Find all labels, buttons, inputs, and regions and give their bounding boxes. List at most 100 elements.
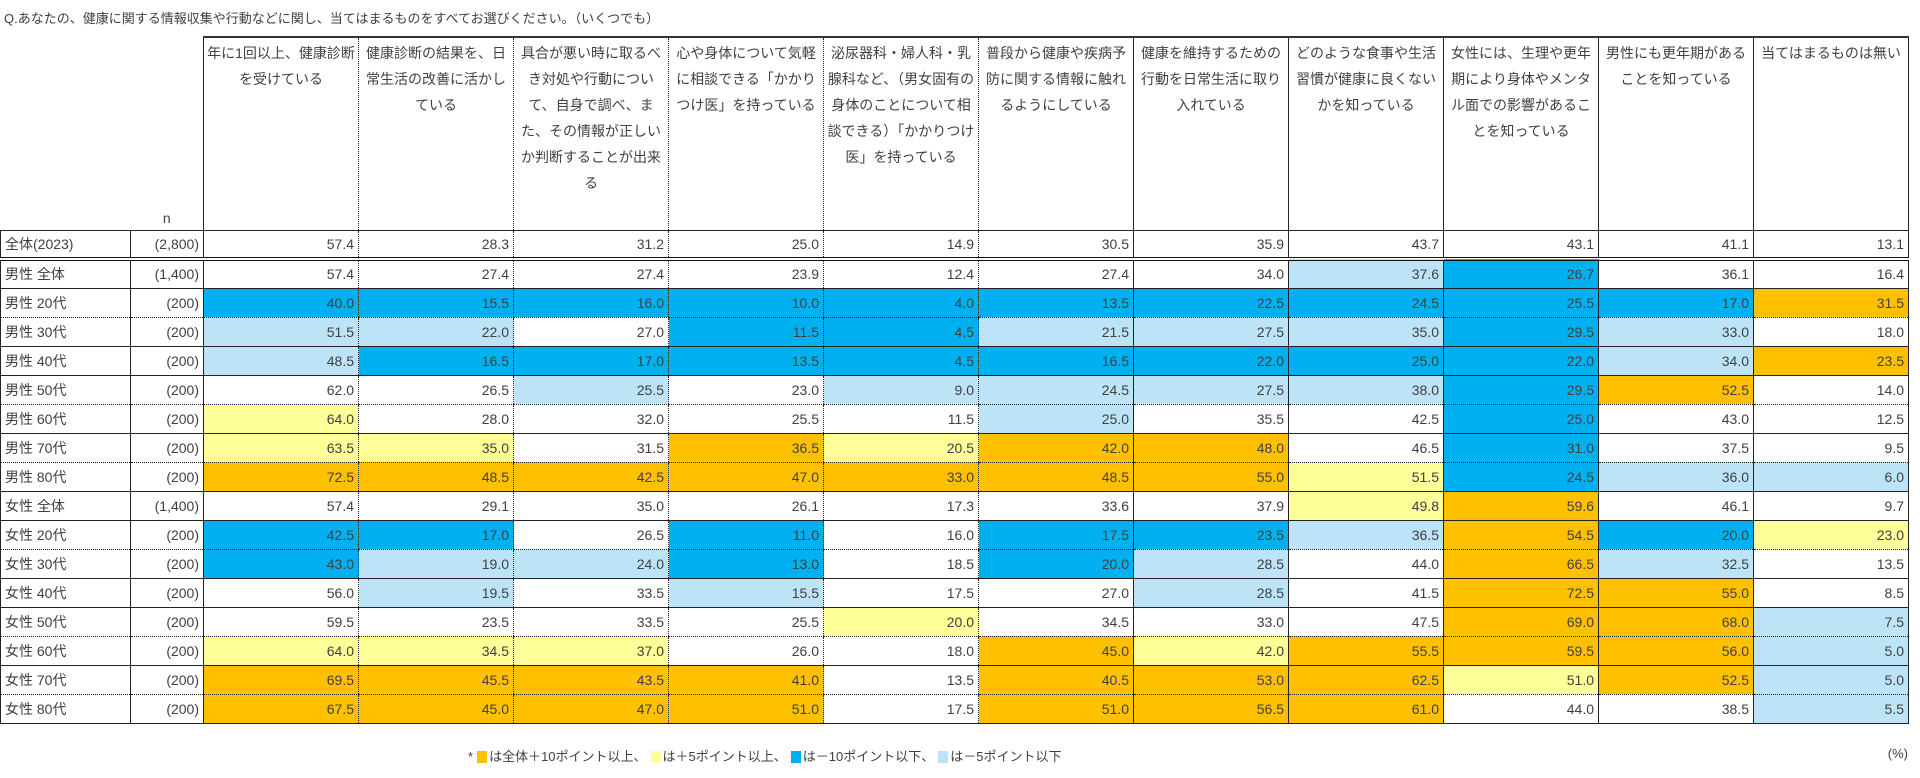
value-cell: 41.5 — [1288, 578, 1444, 608]
value-cell: 33.5 — [513, 578, 669, 608]
sample-size: (200) — [130, 433, 204, 463]
sample-size: (200) — [130, 375, 204, 405]
column-header: 心や身体について気軽に相談できる「かかりつけ医」を持っている — [668, 36, 824, 230]
value-cell: 14.0 — [1753, 375, 1909, 405]
value-cell: 57.4 — [203, 229, 359, 261]
column-header: 泌尿器科・婦人科・乳腺科など、（男女固有の身体のことについて相談できる）「かかり… — [823, 36, 979, 230]
value-cell: 27.4 — [978, 259, 1134, 289]
value-cell: 62.5 — [1288, 665, 1444, 695]
value-cell: 33.0 — [1133, 607, 1289, 637]
value-cell: 25.5 — [668, 404, 824, 434]
legend-prefix: * — [468, 749, 474, 764]
sample-size: (200) — [130, 462, 204, 492]
value-cell: 31.5 — [513, 433, 669, 463]
value-cell: 13.5 — [1753, 549, 1909, 579]
value-cell: 40.5 — [978, 665, 1134, 695]
value-cell: 8.5 — [1753, 578, 1909, 608]
value-cell: 20.0 — [1598, 520, 1754, 550]
row-label: 女性 60代 — [0, 636, 131, 666]
value-cell: 28.5 — [1133, 578, 1289, 608]
value-cell: 45.5 — [358, 665, 514, 695]
value-cell: 24.5 — [1288, 288, 1444, 318]
value-cell: 33.6 — [978, 491, 1134, 521]
table-row: 女性 20代 (200) 42.5 17.0 26.5 11.0 16.0 17.5 23.5 3… — [0, 520, 1909, 550]
value-cell: 20.5 — [823, 433, 979, 463]
value-cell: 25.0 — [1443, 404, 1599, 434]
column-header: 男性にも更年期があることを知っている — [1598, 36, 1754, 230]
value-cell: 36.5 — [1288, 520, 1444, 550]
value-cell: 51.0 — [978, 694, 1134, 724]
value-cell: 47.0 — [668, 462, 824, 492]
table-row: 女性 全体 (1,400) 57.4 29.1 35.0 26.1 17.3 33.6 37.9… — [0, 491, 1909, 521]
value-cell: 26.5 — [358, 375, 514, 405]
value-cell: 21.5 — [978, 317, 1134, 347]
sample-size: (2,800) — [130, 229, 204, 261]
value-cell: 12.5 — [1753, 404, 1909, 434]
value-cell: 51.0 — [1443, 665, 1599, 695]
value-cell: 51.5 — [203, 317, 359, 347]
value-cell: 7.5 — [1753, 607, 1909, 637]
value-cell: 52.5 — [1598, 375, 1754, 405]
value-cell: 9.7 — [1753, 491, 1909, 521]
value-cell: 27.4 — [358, 259, 514, 289]
table-row: 女性 50代 (200) 59.5 23.5 33.5 25.5 20.0 34.5 33.0 4… — [0, 607, 1909, 637]
value-cell: 17.0 — [513, 346, 669, 376]
sample-size: (200) — [130, 636, 204, 666]
value-cell: 30.5 — [978, 229, 1134, 261]
value-cell: 27.5 — [1133, 375, 1289, 405]
value-cell: 28.3 — [358, 229, 514, 261]
sample-size: (1,400) — [130, 491, 204, 521]
value-cell: 16.0 — [513, 288, 669, 318]
row-label: 男性 70代 — [0, 433, 131, 463]
value-cell: 13.0 — [668, 549, 824, 579]
sample-size: (200) — [130, 520, 204, 550]
row-label: 男性 60代 — [0, 404, 131, 434]
value-cell: 35.0 — [358, 433, 514, 463]
legend: * は全体＋10ポイント以上、 は＋5ポイント以上、 は－10ポイント以下、 は－5ポイ… — [468, 746, 1061, 765]
value-cell: 49.8 — [1288, 491, 1444, 521]
value-cell: 28.5 — [1133, 549, 1289, 579]
value-cell: 44.0 — [1443, 694, 1599, 724]
value-cell: 42.5 — [1288, 404, 1444, 434]
value-cell: 56.0 — [1598, 636, 1754, 666]
value-cell: 5.0 — [1753, 665, 1909, 695]
value-cell: 69.5 — [203, 665, 359, 695]
value-cell: 25.0 — [1288, 346, 1444, 376]
value-cell: 16.0 — [823, 520, 979, 550]
row-label: 女性 全体 — [0, 491, 131, 521]
value-cell: 43.1 — [1443, 229, 1599, 261]
value-cell: 17.5 — [978, 520, 1134, 550]
value-cell: 26.0 — [668, 636, 824, 666]
value-cell: 17.0 — [1598, 288, 1754, 318]
value-cell: 41.0 — [668, 665, 824, 695]
value-cell: 51.0 — [668, 694, 824, 724]
value-cell: 14.9 — [823, 229, 979, 261]
value-cell: 37.5 — [1598, 433, 1754, 463]
column-header: 年に1回以上、健康診断を受けている — [203, 36, 359, 230]
value-cell: 17.5 — [823, 578, 979, 608]
sample-size: (200) — [130, 317, 204, 347]
legend-item: は－10ポイント以下、 — [802, 749, 935, 764]
value-cell: 43.7 — [1288, 229, 1444, 261]
value-cell: 27.4 — [513, 259, 669, 289]
table-row: 全体(2023) (2,800) 57.4 28.3 31.2 25.0 14.9 30.5 3… — [0, 229, 1909, 261]
value-cell: 46.1 — [1598, 491, 1754, 521]
value-cell: 18.0 — [1753, 317, 1909, 347]
value-cell: 33.0 — [1598, 317, 1754, 347]
value-cell: 48.0 — [1133, 433, 1289, 463]
value-cell: 55.0 — [1598, 578, 1754, 608]
legend-swatch-icon — [650, 751, 661, 763]
value-cell: 32.0 — [513, 404, 669, 434]
value-cell: 23.9 — [668, 259, 824, 289]
sample-size: (200) — [130, 404, 204, 434]
value-cell: 22.0 — [1443, 346, 1599, 376]
value-cell: 23.0 — [668, 375, 824, 405]
value-cell: 36.1 — [1598, 259, 1754, 289]
value-cell: 34.0 — [1598, 346, 1754, 376]
value-cell: 17.0 — [358, 520, 514, 550]
value-cell: 26.1 — [668, 491, 824, 521]
table-row: 男性 60代 (200) 64.0 28.0 32.0 25.5 11.5 25.0 35.5 4… — [0, 404, 1909, 434]
value-cell: 45.0 — [358, 694, 514, 724]
results-table: n 年に1回以上、健康診断を受けている 健康診断の結果を、日常生活の改善に活かしてい… — [0, 36, 1909, 724]
table-row: 女性 60代 (200) 64.0 34.5 37.0 26.0 18.0 45.0 42.0 5… — [0, 636, 1909, 666]
